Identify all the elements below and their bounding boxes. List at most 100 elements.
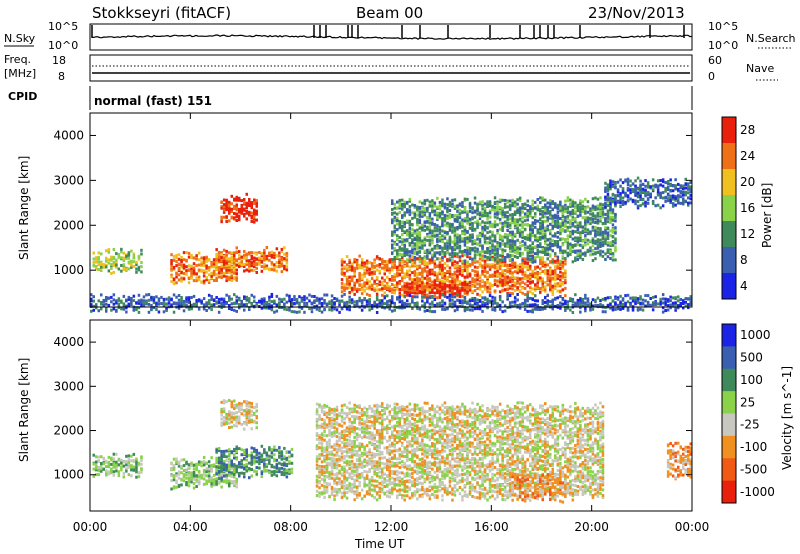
power-echo-cell xyxy=(536,248,539,252)
power-echo-cell xyxy=(511,204,514,208)
power-echo-cell xyxy=(137,293,141,297)
power-echo-cell xyxy=(421,275,424,278)
power-echo-cell xyxy=(677,196,680,200)
power-echo-cell xyxy=(363,284,366,288)
power-echo-cell xyxy=(353,260,356,264)
power-echo-cell xyxy=(611,252,615,256)
power-echo-cell xyxy=(265,256,269,260)
power-echo-cell xyxy=(441,281,444,285)
power-echo-cell xyxy=(443,274,447,277)
power-echo-cell xyxy=(576,205,580,209)
power-echo-cell xyxy=(609,218,612,222)
power-echo-cell xyxy=(411,251,414,255)
power-echo-cell xyxy=(253,215,256,219)
power-echo-cell xyxy=(340,307,344,311)
power-echo-cell xyxy=(684,190,687,194)
power-echo-cell xyxy=(456,289,459,293)
power-echo-cell xyxy=(687,184,690,188)
power-echo-cell xyxy=(396,297,399,301)
power-echo-cell xyxy=(611,254,615,258)
power-echo-cell xyxy=(656,179,660,183)
power-echo-cell xyxy=(180,258,183,262)
power-echo-cell xyxy=(584,197,587,201)
power-echo-cell xyxy=(363,274,366,278)
power-echo-cell xyxy=(388,258,391,262)
power-echo-cell xyxy=(416,279,419,283)
power-echo-cell xyxy=(478,261,482,265)
power-echo-cell xyxy=(481,284,484,288)
power-echo-cell xyxy=(162,300,166,304)
power-echo-cell xyxy=(463,243,467,247)
power-echo-cell xyxy=(130,298,133,302)
power-echo-cell xyxy=(436,216,439,220)
power-echo-cell xyxy=(130,303,133,306)
power-echo-cell xyxy=(140,248,143,252)
power-echo-cell xyxy=(508,223,512,227)
power-echo-cell xyxy=(418,277,422,281)
power-echo-cell xyxy=(561,237,565,241)
power-echo-cell xyxy=(641,202,645,206)
power-echo-cell xyxy=(95,257,98,261)
power-echo-cell xyxy=(448,253,452,257)
power-echo-cell xyxy=(290,298,294,302)
power-echo-cell xyxy=(534,234,537,238)
power-echo-cell xyxy=(501,269,504,273)
power-echo-cell xyxy=(486,271,489,275)
power-echo-cell xyxy=(197,258,201,262)
power-echo-cell xyxy=(571,237,575,241)
power-echo-cell xyxy=(521,216,524,220)
power-echo-cell xyxy=(586,216,590,220)
power-echo-cell xyxy=(438,288,442,292)
power-echo-cell xyxy=(521,220,524,224)
power-echo-cell xyxy=(426,254,429,258)
power-echo-cell xyxy=(381,287,384,291)
power-echo-cell xyxy=(458,238,462,242)
power-echo-cell xyxy=(205,255,208,259)
power-echo-cell xyxy=(574,201,577,205)
power-echo-cell xyxy=(413,282,417,286)
power-echo-cell xyxy=(556,265,560,269)
power-echo-cell xyxy=(616,188,620,192)
power-echo-cell xyxy=(604,198,607,202)
power-echo-cell xyxy=(556,277,560,281)
power-echo-cell xyxy=(436,304,439,308)
power-echo-cell xyxy=(228,295,231,299)
power-echo-cell xyxy=(95,304,98,308)
power-echo-cell xyxy=(506,269,509,273)
power-echo-cell xyxy=(202,281,206,285)
power-echo-cell xyxy=(436,246,439,250)
power-echo-cell xyxy=(539,259,542,263)
power-echo-cell xyxy=(468,284,472,288)
power-echo-cell xyxy=(428,221,432,225)
power-echo-cell xyxy=(411,211,414,215)
power-echo-cell xyxy=(526,212,529,215)
power-echo-cell xyxy=(423,309,427,313)
power-echo-cell xyxy=(463,239,467,243)
power-echo-cell xyxy=(220,297,223,301)
power-echo-cell xyxy=(175,256,178,259)
power-echo-cell xyxy=(258,251,261,254)
power-echo-cell xyxy=(438,207,442,211)
power-echo-cell xyxy=(423,256,427,260)
power-echo-cell xyxy=(323,301,326,305)
power-echo-cell xyxy=(483,274,487,278)
power-echo-cell xyxy=(516,304,519,307)
power-echo-cell xyxy=(476,242,479,246)
power-echo-cell xyxy=(471,284,474,288)
power-echo-cell xyxy=(566,217,570,221)
power-echo-cell xyxy=(544,226,547,230)
power-echo-cell xyxy=(458,255,462,259)
power-echo-cell xyxy=(551,219,554,223)
power-echo-cell xyxy=(493,263,497,267)
power-echo-cell xyxy=(463,291,467,295)
power-echo-cell xyxy=(393,256,396,259)
power-echo-cell xyxy=(513,218,517,222)
power-echo-cell xyxy=(513,243,517,246)
power-echo-cell xyxy=(486,297,489,301)
power-echo-cell xyxy=(368,298,371,301)
power-echo-cell xyxy=(398,247,401,251)
power-echo-cell xyxy=(604,257,607,261)
power-echo-cell xyxy=(609,184,612,188)
power-echo-cell xyxy=(534,287,537,291)
power-echo-cell xyxy=(416,276,419,280)
